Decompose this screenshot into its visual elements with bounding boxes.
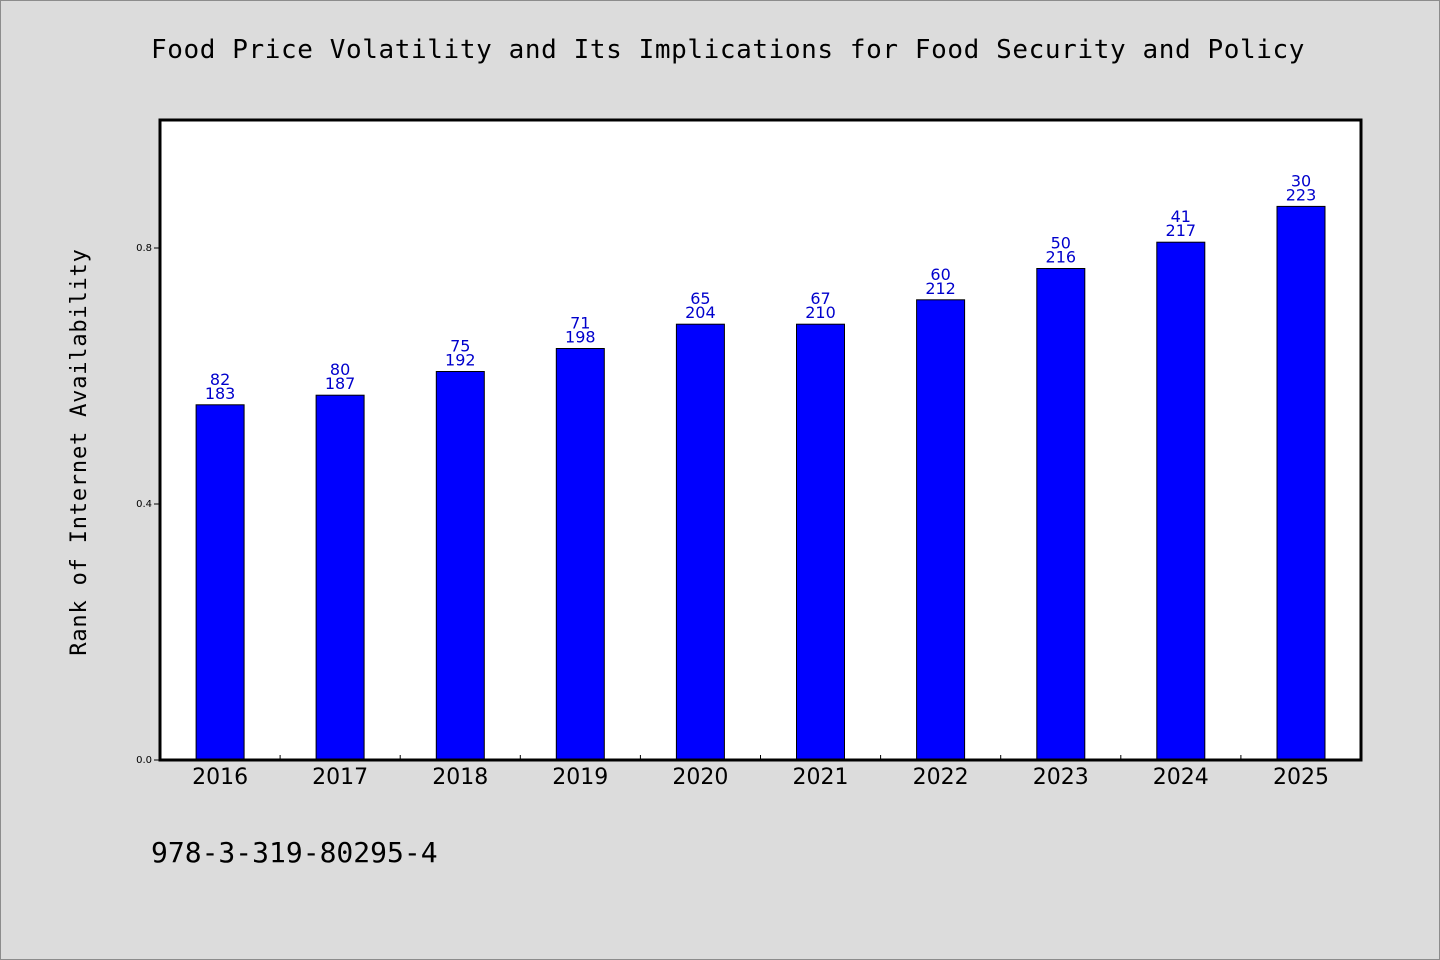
bar-2023 [1036,268,1086,761]
y-axis-label: Rank of Internet Availability [67,248,92,655]
bar-label-top-2025: 30 [1291,171,1311,190]
bar-label-top-2016: 82 [210,370,230,389]
y-axis-label-group: Rank of Internet Availability [67,248,92,655]
bar-label-bottom-2024: 217 [1166,221,1197,240]
bar-label-bottom-2020: 204 [685,303,716,322]
bar-2017 [315,394,365,761]
x-tick-label-2018: 2018 [432,765,488,790]
bar-label-top-2023: 50 [1051,234,1071,253]
x-tick-label-2019: 2019 [552,765,608,790]
bar-label-top-2020: 65 [690,289,710,308]
bar-2025 [1276,205,1326,761]
bar-label-top-2024: 41 [1171,207,1191,226]
bar-label-bottom-2019: 198 [565,328,596,347]
chart-title: Food Price Volatility and Its Implicatio… [151,35,1305,65]
bar-2021 [796,323,845,761]
bar-2020 [675,323,725,761]
bar-2022 [916,299,966,761]
bar-label-bottom-2016: 183 [205,384,236,403]
bar-label-bottom-2017: 187 [325,374,356,393]
x-tick-label-2024: 2024 [1153,765,1209,790]
bar-label-top-2021: 67 [810,289,830,308]
y-tick-label-0: 0.0 [136,755,152,766]
plot-border [158,118,1363,762]
x-tick-label-2016: 2016 [192,765,248,790]
bar-2016 [195,404,245,761]
x-tick-label-2017: 2017 [312,765,368,790]
x-tick-label-2020: 2020 [672,765,728,790]
y-tick-label-1: 0.4 [136,499,152,510]
bar-label-bottom-2018: 192 [445,351,476,370]
bar-label-bottom-2023: 216 [1046,248,1077,267]
bar-label-top-2019: 71 [570,314,590,333]
bar-label-bottom-2022: 212 [925,279,956,298]
bar-label-top-2022: 60 [930,265,950,284]
bar-2019 [555,348,605,761]
x-tick-label-2023: 2023 [1033,765,1089,790]
bar-2018 [435,371,485,761]
x-tick-label-2025: 2025 [1273,765,1329,790]
y-tick-label-2: 0.8 [136,243,152,254]
bar-label-bottom-2021: 210 [805,303,836,322]
bar-2024 [1156,241,1206,761]
bar-label-top-2017: 80 [330,360,350,379]
x-tick-label-2022: 2022 [913,765,969,790]
x-tick-label-2021: 2021 [793,765,849,790]
bar-label-top-2018: 75 [450,337,470,356]
bar-label-bottom-2025: 223 [1286,185,1317,204]
footer-code: 978-3-319-80295-4 [151,836,438,869]
